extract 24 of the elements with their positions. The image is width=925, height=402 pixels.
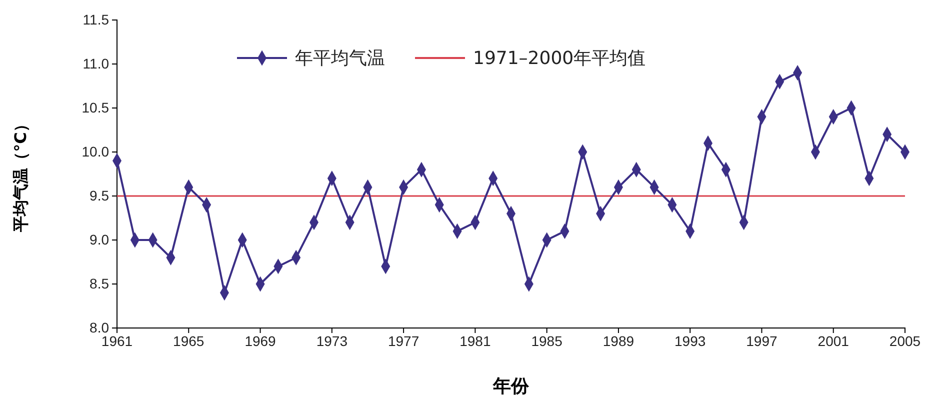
x-tick-label: 1969 (244, 332, 276, 349)
y-tick-label: 11.5 (82, 11, 110, 28)
legend-label: 年平均气温 (295, 48, 385, 69)
x-tick-label: 1985 (531, 332, 563, 349)
x-tick-label: 1961 (101, 332, 133, 349)
x-tick-label: 2005 (889, 332, 921, 349)
x-tick-label: 1965 (173, 332, 204, 349)
y-tick-label: 9.5 (90, 187, 110, 204)
y-tick-label: 10.5 (82, 99, 110, 116)
x-tick-label: 1981 (460, 332, 491, 349)
x-tick-label: 1973 (316, 332, 348, 349)
y-tick-label: 11.0 (82, 55, 110, 72)
x-axis-title: 年份 (492, 376, 530, 397)
x-tick-label: 1993 (674, 332, 706, 349)
y-tick-label: 8.0 (90, 319, 110, 336)
x-tick-label: 1977 (388, 332, 420, 349)
legend-label: 1971–2000年平均值 (473, 48, 646, 69)
x-tick-label: 2001 (818, 332, 850, 349)
x-tick-label: 1997 (746, 332, 778, 349)
y-tick-label: 10.0 (82, 143, 110, 160)
y-tick-label: 8.5 (90, 275, 110, 292)
y-tick-label: 9.0 (90, 231, 110, 248)
y-axis-title: 平均气温（°C） (11, 116, 30, 233)
x-tick-label: 1989 (602, 332, 634, 349)
